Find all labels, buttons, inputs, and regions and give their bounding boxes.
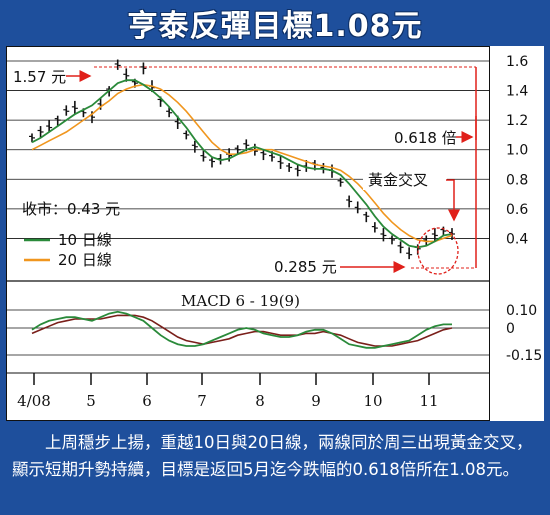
price-y-tick: 0.6: [506, 202, 528, 218]
ma20-line: [31, 83, 453, 243]
cross-label-bg: [363, 168, 447, 190]
price-y-tick: 1.6: [506, 54, 528, 70]
macd-y-tick: 0.10: [506, 303, 537, 319]
macd-y-tick: 0: [506, 321, 515, 337]
price-y-tick: 1.0: [506, 143, 528, 159]
x-tick-label: 4/08: [17, 392, 51, 410]
cross-arrow: [446, 179, 460, 222]
price-bars: [29, 59, 455, 260]
x-tick-label: 10: [363, 392, 382, 410]
macd-title: MACD 6 - 19(9): [181, 292, 300, 310]
fib-label-bg: [389, 126, 471, 148]
x-tick-label: 5: [86, 392, 96, 410]
low-label-bg: [268, 254, 346, 276]
x-tick-label: 11: [419, 392, 438, 410]
close-label: 收市：0.43 元: [22, 200, 120, 218]
chart-title: 亨泰反彈目標1.08元: [127, 9, 423, 44]
chart-area: 1.6 1.4 1.2 1.0 0.8 0.6 0.4 0.10 0 -0.15 4/08 5 6 7…: [6, 46, 544, 421]
fib-label: 0.618 倍: [394, 129, 457, 147]
cross-label: 黃金交叉: [368, 171, 428, 189]
price-y-tick: 0.8: [506, 172, 528, 188]
caption: 上周穩步上揚，重越10日與20日線，兩線同於周三出現黃金交叉，顯示短期升勢持續，…: [0, 423, 550, 515]
price-y-axis: 1.6 1.4 1.2 1.0 0.8 0.6 0.4: [506, 54, 528, 247]
x-axis: 4/08 5 6 7 8 9 10 11: [17, 373, 439, 410]
stock-chart: 1.6 1.4 1.2 1.0 0.8 0.6 0.4 0.10 0 -0.15 4/08 5 6 7…: [6, 46, 542, 421]
price-y-tick: 0.4: [506, 231, 528, 247]
legend-ma20-label: 20 日線: [58, 251, 112, 269]
title-bar: 亨泰反彈目標1.08元: [0, 0, 550, 46]
cross-circle: [417, 227, 459, 275]
macd-line: [31, 310, 452, 349]
price-y-tick: 1.2: [506, 113, 528, 129]
high-label: 1.57 元: [13, 68, 66, 86]
macd-y-axis: 0.10 0 -0.15: [506, 303, 542, 364]
x-tick-label: 6: [142, 392, 152, 410]
chart-border: [6, 46, 490, 421]
low-label: 0.285 元: [274, 258, 337, 276]
x-tick-label: 7: [197, 392, 207, 410]
macd-y-tick: -0.15: [506, 348, 542, 364]
x-tick-label: 8: [255, 392, 265, 410]
legend-ma10-label: 10 日線: [58, 231, 112, 249]
ma10-line: [31, 79, 453, 249]
x-tick-label: 9: [311, 392, 321, 410]
price-y-tick: 1.4: [506, 84, 528, 100]
